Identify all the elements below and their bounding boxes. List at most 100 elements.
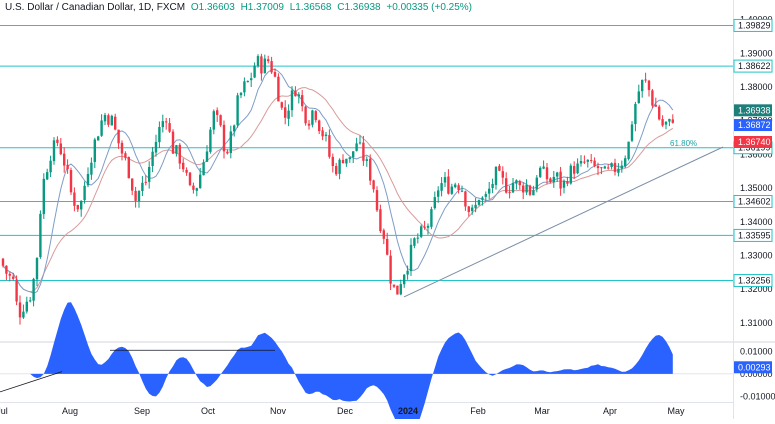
candle-body [52,140,56,162]
candle-body [627,141,630,159]
candle-body [304,106,307,124]
candle-body [392,284,396,287]
candle-body [488,188,491,194]
candle-body [352,151,355,158]
level-price-tag [733,195,773,209]
rising-trendline [403,146,724,298]
candle-body [154,141,158,153]
candle-body [141,182,144,192]
candle-body [117,129,120,144]
time-axis-label: May [667,406,685,416]
candle-body [131,178,134,191]
candle-body [396,285,399,295]
candle-body [539,167,542,177]
price-tick-label: 1.39000 [740,48,773,58]
candle-body [579,161,583,164]
candle-body [355,143,358,151]
price-tick-label: 1.33000 [740,250,773,260]
candle-body [576,163,579,174]
candle-body [42,178,45,215]
price-badge [734,135,772,148]
candle-body [188,172,192,186]
candle-body [66,164,69,170]
candle-body [467,206,470,212]
price-tick-label: 1.31000 [740,318,773,328]
candle-body [474,204,477,209]
candle-body [535,177,538,190]
ohlc-high: H1.37009 [240,2,284,13]
candle-body [603,166,606,169]
candle-body [32,278,35,301]
candle-body [209,129,212,152]
candle-body [566,181,569,184]
candle-body [505,178,508,193]
level-price-tag [733,274,773,288]
candle-body [280,102,283,108]
ohlc-open: O1.36603 [190,2,235,13]
candle-body [301,95,304,107]
candle-body [5,265,8,274]
candle-body [134,190,137,201]
candle-body [284,107,287,118]
candle-body [552,176,555,183]
candle-body [178,144,181,164]
candle-body [403,274,406,285]
oscillator-tick-label: 0.00000 [740,369,773,379]
candle-body [372,180,375,190]
candle-body [450,186,453,194]
candle-body [644,79,647,81]
price-badge-label: 1.36872 [738,120,771,130]
candle-body [120,142,124,154]
price-tick-label: 1.38000 [740,82,773,92]
price-tick-label: 1.35000 [740,183,773,193]
candle-body [440,183,443,191]
candle-body [671,119,674,123]
candle-body [409,244,413,272]
candle-body [86,173,90,186]
oscillator-pane: 0.01000 0.00000 -0.01000 0.00293 [0,302,775,424]
candle-body [161,121,164,128]
level-price-tag [733,59,773,73]
candle-body [12,276,15,279]
oscillator-value-label: 0.00293 [738,362,771,372]
candle-body [219,115,222,126]
candle-body [205,151,209,162]
candle-body [25,301,28,312]
candle-body [127,157,130,179]
candle-body [382,230,385,239]
candle-body [182,162,185,170]
candle-body [386,238,389,255]
price-badge [734,104,772,117]
candle-body [59,143,62,155]
candle-body [287,110,290,119]
candle-body [46,172,49,180]
candle-body [8,273,11,276]
level-price-tag [733,228,773,242]
candle-body [375,190,379,211]
candle-body [620,165,623,169]
candle-body [477,200,481,205]
candle-body [341,159,345,164]
candle-body [239,92,243,96]
candle-body [297,94,300,97]
price-tick-label: 1.32000 [740,284,773,294]
candle-body [76,204,79,210]
candle-body [253,65,256,78]
fib-level-label: 61.80% [670,139,697,148]
candle-body [651,90,654,106]
ohlc-close: C1.36938 [337,2,381,13]
oscillator-trendline [0,371,63,393]
candle-body [443,177,447,183]
candle-body [668,118,671,122]
candle-body [607,167,610,169]
candle-body [114,116,117,130]
candle-body [29,300,32,302]
candle-body [243,81,246,93]
candle-body [216,110,219,115]
candle-body [569,165,572,184]
candle-body [420,226,423,237]
candle-body [63,153,66,166]
candle-body [532,190,535,196]
